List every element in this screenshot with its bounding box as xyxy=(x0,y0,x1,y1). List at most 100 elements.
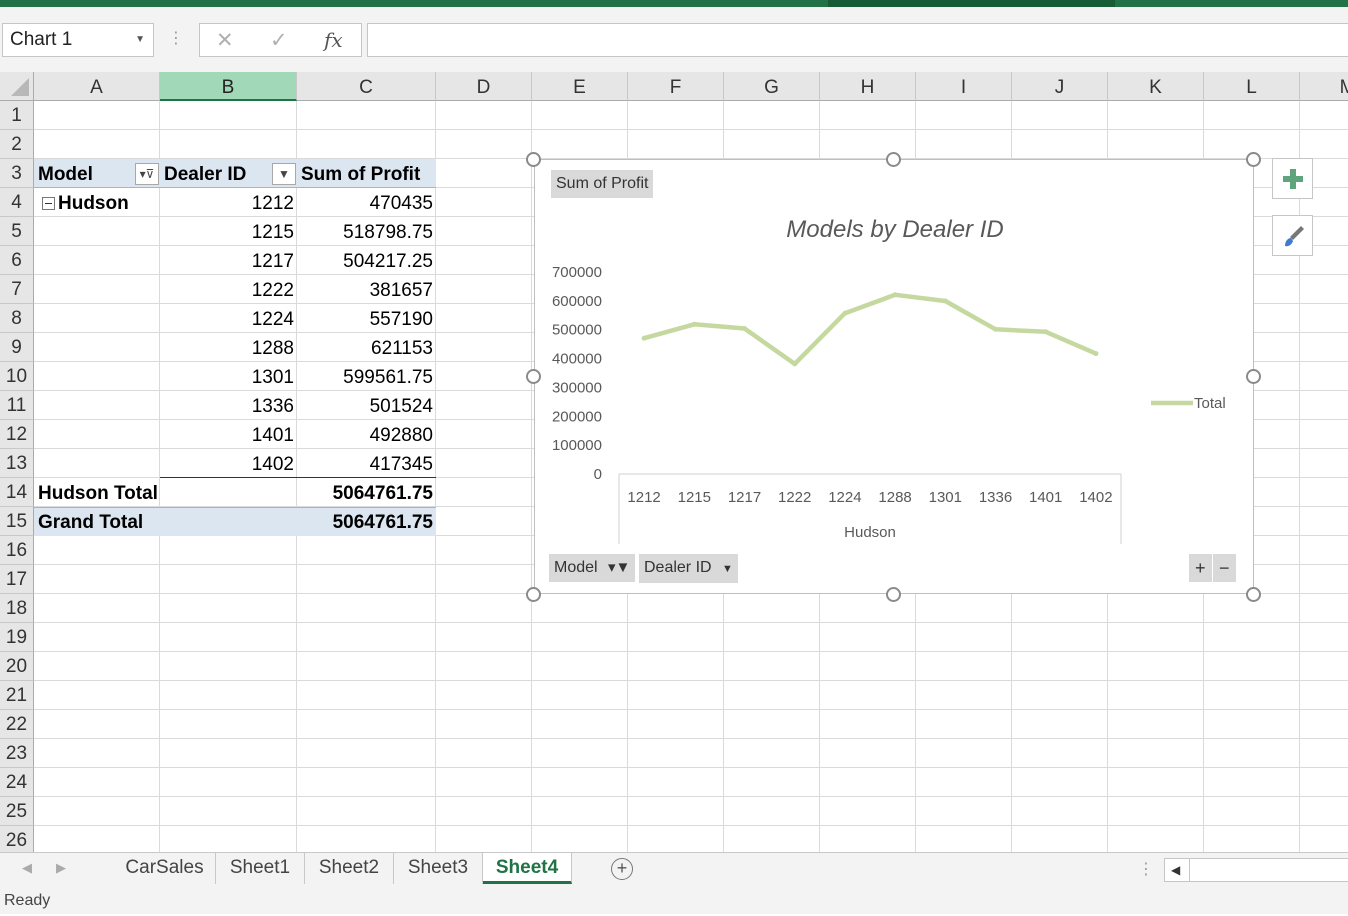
pivot-dealer-cell[interactable]: 1336 xyxy=(251,396,294,417)
pivot-profit-cell[interactable]: 381657 xyxy=(369,280,433,301)
select-all-corner[interactable] xyxy=(0,72,34,101)
collapse-field-button[interactable]: − xyxy=(1213,554,1236,582)
sheet-tab-carsales[interactable]: CarSales xyxy=(114,853,216,884)
pivot-profit-cell[interactable]: 501524 xyxy=(369,396,433,417)
pivot-subtotal-value[interactable]: 5064761.75 xyxy=(332,483,433,504)
pivot-dealer-cell[interactable]: 1288 xyxy=(251,338,294,359)
sheet-tab-sheet3[interactable]: Sheet3 xyxy=(394,853,483,884)
collapse-icon[interactable] xyxy=(42,197,55,210)
row-header-25[interactable]: 25 xyxy=(0,797,34,826)
row-header-15[interactable]: 15 xyxy=(0,507,34,536)
resize-handle-bottom-right[interactable] xyxy=(1246,587,1261,602)
pivot-profit-cell[interactable]: 599561.75 xyxy=(343,367,433,388)
row-header-4[interactable]: 4 xyxy=(0,188,34,217)
filter-applied-icon[interactable]: ▾⊽ xyxy=(135,163,159,185)
row-header-2[interactable]: 2 xyxy=(0,130,34,159)
pivot-dealer-cell[interactable]: 1402 xyxy=(251,454,294,475)
column-header-f[interactable]: F xyxy=(628,72,724,101)
sheet-tab-sheet2[interactable]: Sheet2 xyxy=(305,853,394,884)
column-header-i[interactable]: I xyxy=(916,72,1012,101)
pivot-dealer-cell[interactable]: 1215 xyxy=(251,222,294,243)
row-header-9[interactable]: 9 xyxy=(0,333,34,362)
row-header-7[interactable]: 7 xyxy=(0,275,34,304)
insert-function-icon[interactable]: fx xyxy=(324,28,343,52)
pivot-dealer-cell[interactable]: 1301 xyxy=(251,367,294,388)
chart-title[interactable]: Models by Dealer ID xyxy=(786,216,1004,243)
row-header-24[interactable]: 24 xyxy=(0,768,34,797)
pivot-dealer-cell[interactable]: 1222 xyxy=(251,280,294,301)
column-header-e[interactable]: E xyxy=(532,72,628,101)
row-header-23[interactable]: 23 xyxy=(0,739,34,768)
row-header-13[interactable]: 13 xyxy=(0,449,34,478)
data-point[interactable] xyxy=(792,361,798,367)
pivot-header-sum-profit[interactable]: Sum of Profit xyxy=(301,164,421,185)
column-header-d[interactable]: D xyxy=(436,72,532,101)
model-field-button[interactable]: Model ▾▼ xyxy=(549,554,636,582)
column-header-k[interactable]: K xyxy=(1108,72,1204,101)
dropdown-arrow-icon[interactable]: ▼ xyxy=(272,163,296,185)
pivot-profit-cell[interactable]: 518798.75 xyxy=(343,222,433,243)
row-header-22[interactable]: 22 xyxy=(0,710,34,739)
more-options-icon[interactable]: ⋮ xyxy=(1138,861,1154,878)
row-header-21[interactable]: 21 xyxy=(0,681,34,710)
pivot-dealer-cell[interactable]: 1217 xyxy=(251,251,294,272)
row-header-18[interactable]: 18 xyxy=(0,594,34,623)
scroll-tabs-left-icon[interactable]: ◀ xyxy=(22,860,32,875)
resize-handle-top-left[interactable] xyxy=(526,152,541,167)
row-header-8[interactable]: 8 xyxy=(0,304,34,333)
column-header-h[interactable]: H xyxy=(820,72,916,101)
chevron-down-icon[interactable]: ▼ xyxy=(135,34,145,45)
data-point[interactable] xyxy=(942,298,948,304)
cancel-icon[interactable]: ✕ xyxy=(216,29,234,52)
row-header-1[interactable]: 1 xyxy=(0,101,34,130)
series-line-total[interactable] xyxy=(641,292,1099,367)
pivot-grand-total-label[interactable]: Grand Total xyxy=(38,512,144,533)
pivot-group-hudson[interactable]: Hudson xyxy=(58,193,129,214)
pivot-profit-cell[interactable]: 492880 xyxy=(369,425,433,446)
expand-field-button[interactable]: + xyxy=(1189,554,1212,582)
pivot-profit-cell[interactable]: 621153 xyxy=(371,338,433,359)
column-header-m[interactable]: M xyxy=(1300,72,1348,101)
pivot-subtotal-label[interactable]: Hudson Total xyxy=(38,483,158,504)
enter-icon[interactable]: ✓ xyxy=(270,29,288,52)
column-header-g[interactable]: G xyxy=(724,72,820,101)
resize-handle-top-right[interactable] xyxy=(1246,152,1261,167)
resize-handle-bottom[interactable] xyxy=(886,587,901,602)
data-point[interactable] xyxy=(842,310,848,316)
legend-label[interactable]: Total xyxy=(1194,395,1226,412)
column-header-l[interactable]: L xyxy=(1204,72,1300,101)
chart-plot[interactable]: 0 100000 200000 300000 400000 500000 600000 700… xyxy=(535,160,1255,595)
row-header-16[interactable]: 16 xyxy=(0,536,34,565)
pivot-header-dealer-id[interactable]: Dealer ID xyxy=(164,164,247,185)
pivot-profit-cell[interactable]: 504217.25 xyxy=(343,251,433,272)
row-header-17[interactable]: 17 xyxy=(0,565,34,594)
column-header-j[interactable]: J xyxy=(1012,72,1108,101)
scroll-tabs-right-icon[interactable]: ▶ xyxy=(56,860,66,875)
column-header-b[interactable]: B xyxy=(160,72,297,101)
data-point[interactable] xyxy=(1043,329,1049,335)
data-point[interactable] xyxy=(691,321,697,327)
data-point[interactable] xyxy=(641,335,647,341)
more-options-icon[interactable]: ⋮ xyxy=(168,30,184,47)
column-header-c[interactable]: C xyxy=(297,72,436,101)
chart-styles-button[interactable] xyxy=(1272,215,1313,256)
row-header-19[interactable]: 19 xyxy=(0,623,34,652)
value-field-button[interactable]: Sum of Profit xyxy=(551,170,654,198)
pivot-chart[interactable]: Sum of Profit Models by Dealer ID 0 10000… xyxy=(534,159,1254,594)
horizontal-scrollbar[interactable]: ◀ xyxy=(1164,858,1348,882)
data-point[interactable] xyxy=(892,292,898,298)
row-header-5[interactable]: 5 xyxy=(0,217,34,246)
sheet-tab-sheet4[interactable]: Sheet4 xyxy=(483,853,572,884)
row-header-14[interactable]: 14 xyxy=(0,478,34,507)
dropdown-arrow-icon[interactable]: ▼ xyxy=(722,563,733,575)
chart-elements-button[interactable] xyxy=(1272,158,1313,199)
resize-handle-top[interactable] xyxy=(886,152,901,167)
add-sheet-button[interactable]: + xyxy=(611,858,633,880)
row-header-3[interactable]: 3 xyxy=(0,159,34,188)
row-header-11[interactable]: 11 xyxy=(0,391,34,420)
data-point[interactable] xyxy=(1093,351,1099,357)
resize-handle-right[interactable] xyxy=(1246,369,1261,384)
data-point[interactable] xyxy=(993,326,998,332)
pivot-profit-cell[interactable]: 417345 xyxy=(369,454,433,475)
row-header-10[interactable]: 10 xyxy=(0,362,34,391)
